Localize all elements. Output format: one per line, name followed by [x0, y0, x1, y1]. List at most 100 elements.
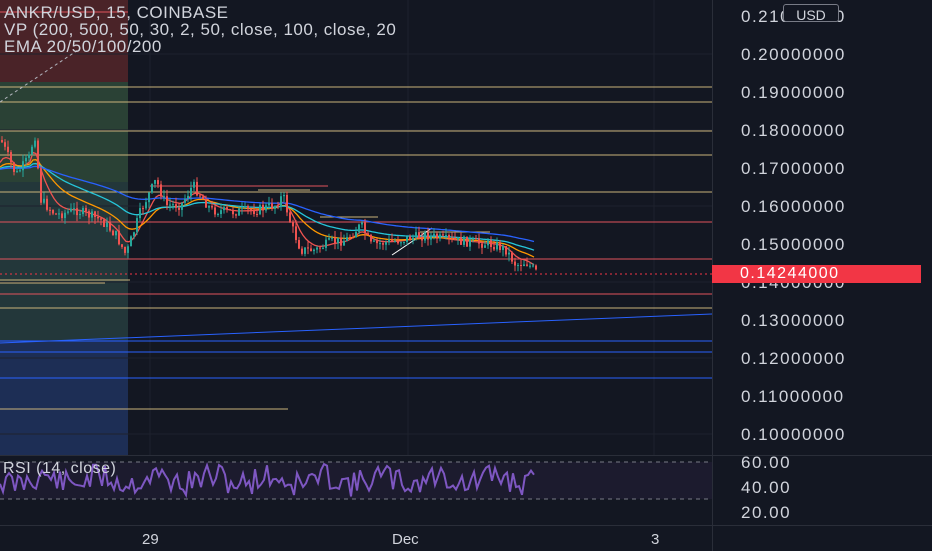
candle-body [409, 236, 411, 241]
candle-body [319, 247, 321, 249]
candle-body [493, 246, 495, 250]
candle-body [10, 152, 12, 163]
ema-line [0, 165, 535, 243]
currency-button[interactable]: USD [783, 4, 839, 23]
candle-body [163, 196, 165, 198]
legend-symbol[interactable]: ANKR/USD, 15, COINBASE [4, 3, 229, 22]
trend-line-dashed[interactable] [0, 49, 79, 103]
candle-body [250, 209, 252, 211]
candle-body [70, 208, 72, 212]
candle-body [304, 247, 306, 254]
candle-body [280, 196, 282, 207]
legend-volume-profile[interactable]: VP (200, 500, 50, 30, 2, 50, close, 100,… [4, 20, 397, 39]
price-tick: 0.19000000 [741, 83, 846, 102]
candle-body [355, 231, 357, 238]
candle-body [31, 146, 33, 155]
candle-body [283, 194, 285, 197]
candle-body [292, 222, 294, 227]
candle-body [499, 242, 501, 250]
candle-body [115, 230, 117, 236]
candle-body [253, 210, 255, 215]
candle-body [424, 232, 426, 241]
candle-body [514, 261, 516, 266]
candle-body [46, 198, 48, 210]
current-price-tag: 0.14244000 [712, 265, 921, 283]
candle-body [454, 237, 456, 240]
rsi-legend[interactable]: RSI (14, close) [3, 460, 117, 477]
candle-body [40, 168, 42, 203]
candle-body [517, 265, 519, 267]
candle-body [28, 154, 30, 158]
candle-body [199, 195, 201, 197]
candle-body [133, 232, 135, 237]
candle-body [295, 226, 297, 241]
time-label: Dec [392, 531, 419, 548]
candle-body [139, 208, 141, 219]
candle-body [523, 264, 525, 267]
candle-body [109, 222, 111, 231]
candle-body [397, 240, 399, 244]
candle-body [406, 236, 408, 242]
rsi-canvas [0, 461, 712, 500]
candle-body [487, 240, 489, 246]
support-resistance-lines [0, 11, 712, 410]
candle-body [19, 170, 21, 172]
candle-body [463, 236, 465, 245]
candle-body [184, 198, 186, 203]
rsi-tick: 60.00 [741, 453, 792, 472]
candle-body [361, 222, 363, 225]
candle-body [238, 208, 240, 216]
candle-body [274, 206, 276, 209]
candle-body [211, 206, 213, 208]
chart-canvas[interactable] [0, 0, 712, 455]
candle-body [82, 208, 84, 215]
candle-body [259, 204, 261, 215]
candle-body [127, 246, 129, 253]
candle-body [340, 237, 342, 246]
candle-body [94, 211, 96, 218]
candle-body [235, 214, 237, 216]
candle-body [202, 196, 204, 200]
price-axis[interactable]: 0.21000000 0.20000000 0.19000000 0.18000… [712, 0, 932, 455]
candle-body [22, 161, 24, 171]
rsi-pane[interactable]: RSI (14, close) [0, 455, 712, 526]
time-axis[interactable]: 29 Dec 3 [0, 525, 712, 551]
rsi-tick: 40.00 [741, 478, 792, 497]
candle-body [190, 187, 192, 196]
candle-body [49, 209, 51, 211]
candle-body [244, 206, 246, 208]
candle-body [214, 207, 216, 215]
candle-body [370, 234, 372, 242]
candle-body [196, 181, 198, 196]
candle-body [460, 237, 462, 245]
candle-body [457, 237, 459, 240]
candle-body [85, 208, 87, 212]
candle-body [148, 192, 150, 203]
price-tick: 0.11000000 [741, 387, 845, 406]
candle-body [478, 238, 480, 244]
candle-body [169, 204, 171, 206]
rsi-axis[interactable]: 60.00 40.00 20.00 [712, 453, 932, 526]
candle-body [532, 265, 534, 267]
candle-body [490, 240, 492, 247]
legend-ema[interactable]: EMA 20/50/100/200 [4, 37, 162, 56]
candle-body [277, 206, 279, 208]
candle-body [448, 235, 450, 238]
candle-body [298, 240, 300, 249]
candle-body [334, 237, 336, 244]
candle-body [91, 211, 93, 218]
candle-body [373, 240, 375, 242]
candle-body [508, 252, 510, 255]
candle-body [475, 238, 477, 240]
candle-body [502, 245, 504, 250]
candle-body [388, 239, 390, 243]
candle-body [160, 184, 162, 197]
grid-lines [0, 0, 712, 455]
rsi-line [0, 462, 535, 499]
candle-body [436, 233, 438, 239]
candle-body [58, 213, 60, 215]
candle-body [52, 210, 54, 214]
price-chart[interactable]: ANKR/USD, 15, COINBASE VP (200, 500, 50,… [0, 0, 712, 455]
candle-body [421, 238, 423, 241]
candle-body [7, 146, 9, 153]
